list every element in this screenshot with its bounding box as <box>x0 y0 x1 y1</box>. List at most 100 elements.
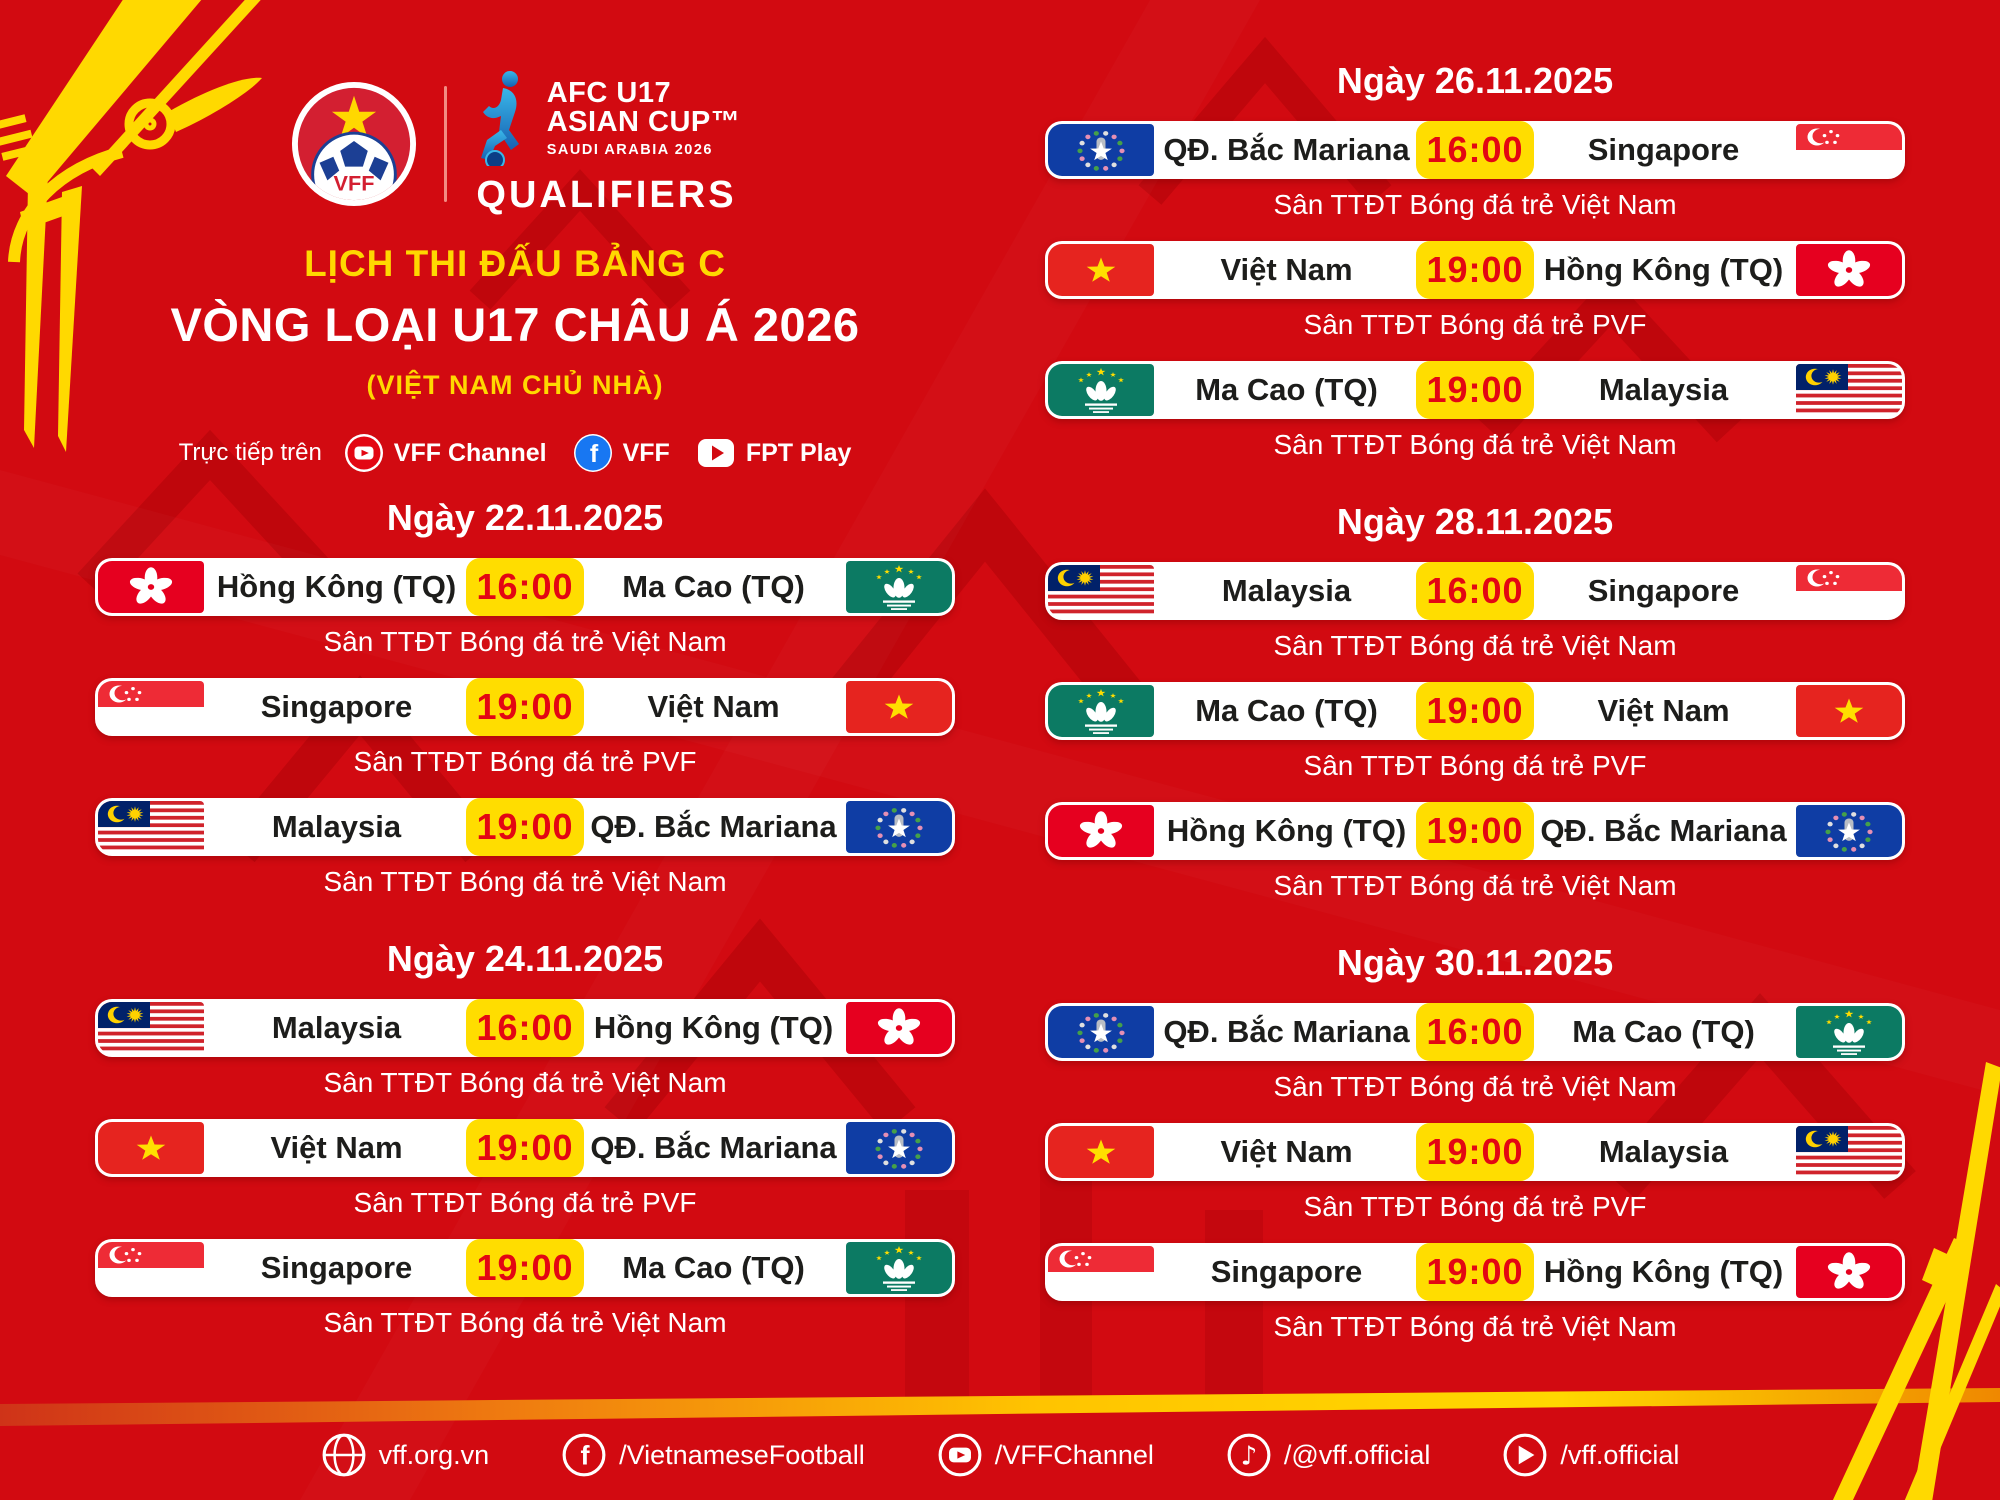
svg-text:♪: ♪ <box>1241 1441 1258 1471</box>
kickoff-time: 19:00 <box>1416 682 1534 740</box>
footer-social-item[interactable]: /VFFChannel <box>937 1432 1154 1478</box>
match: Malaysia 16:00 Hồng Kông (TQ) Sân TTĐT Bóng… <box>95 999 955 1099</box>
afc-title-line2: ASIAN CUP™ <box>546 106 741 139</box>
logo-divider <box>443 85 447 202</box>
match: Singapore 19:00 Việt Nam Sân TTĐT Bóng đá … <box>95 678 955 778</box>
venue-label: Sân TTĐT Bóng đá trẻ Việt Nam <box>1273 630 1677 661</box>
flag-vietnam-icon <box>1796 685 1902 737</box>
match-row: QĐ. Bắc Mariana 16:00 Ma Cao (TQ) <box>1045 1003 1905 1061</box>
home-team-name: Hồng Kông (TQ) <box>1166 813 1407 848</box>
kickoff-time: 19:00 <box>1416 241 1534 299</box>
away-team-name: QĐ. Bắc Mariana <box>590 809 837 844</box>
flag-singapore-icon <box>1796 124 1902 176</box>
broadcast-row: Trực tiếp trên VFF Channel f VFF FPT Play <box>100 433 930 473</box>
kickoff-time: 19:00 <box>466 678 584 736</box>
kickoff-time: 19:00 <box>1416 1243 1534 1301</box>
flag-vietnam-icon <box>98 1122 204 1174</box>
flag-singapore-icon <box>1048 1246 1154 1298</box>
away-team-name: Singapore <box>1587 573 1740 608</box>
afc-title-line1: AFC U17 <box>546 76 672 109</box>
kickoff-time: 19:00 <box>466 1239 584 1297</box>
venue-label: Sân TTĐT Bóng đá trẻ PVF <box>353 1187 697 1218</box>
match: Singapore 19:00 Hồng Kông (TQ) Sân TTĐT Bón… <box>1045 1243 1905 1343</box>
footer-social-item[interactable]: ♪ /@vff.official <box>1226 1432 1430 1478</box>
kickoff-time: 16:00 <box>1416 1003 1534 1061</box>
broadcast-label: Trực tiếp trên <box>178 439 322 466</box>
venue-label: Sân TTĐT Bóng đá trẻ Việt Nam <box>1273 1311 1677 1342</box>
venue-label: Sân TTĐT Bóng đá trẻ PVF <box>1303 1191 1647 1222</box>
match: Ma Cao (TQ) 19:00 Malaysia Sân TTĐT Bóng đ… <box>1045 361 1905 461</box>
footer-social-label: /vff.official <box>1560 1439 1680 1470</box>
kickoff-time: 19:00 <box>466 798 584 856</box>
day-section: Ngày 26.11.2025 QĐ. Bắc Mariana 16:00 Sing… <box>1045 60 1905 461</box>
flag-n-mariana-icon <box>1048 1006 1154 1058</box>
match: Malaysia 19:00 QĐ. Bắc Mariana Sân TTĐT Bó… <box>95 798 955 898</box>
match-row: QĐ. Bắc Mariana 16:00 Singapore <box>1045 121 1905 179</box>
away-team-name: Singapore <box>1587 132 1740 167</box>
match: QĐ. Bắc Mariana 16:00 Singapore Sân TTĐT B… <box>1045 121 1905 221</box>
flag-malaysia-icon <box>1796 364 1902 416</box>
home-team-name: Singapore <box>260 1250 413 1285</box>
venue-label: Sân TTĐT Bóng đá trẻ Việt Nam <box>323 1307 727 1338</box>
footer-social-label: /VietnameseFootball <box>619 1439 865 1470</box>
venue-label: Sân TTĐT Bóng đá trẻ Việt Nam <box>1273 1071 1677 1102</box>
match: Việt Nam 19:00 QĐ. Bắc Mariana Sân TTĐT Bó… <box>95 1119 955 1219</box>
flag-malaysia-icon <box>1796 1126 1902 1178</box>
play-icon <box>1502 1432 1548 1478</box>
match-row: Singapore 19:00 Ma Cao (TQ) <box>95 1239 955 1297</box>
match-row: Việt Nam 19:00 Hồng Kông (TQ) <box>1045 241 1905 299</box>
day-section: Ngày 28.11.2025 Malaysia 16:00 Singapore S… <box>1045 501 1905 902</box>
flag-singapore-icon <box>1796 565 1902 617</box>
day-section: Ngày 30.11.2025 QĐ. Bắc Mariana 16:00 Ma C… <box>1045 942 1905 1343</box>
home-team-name: Malaysia <box>1221 573 1352 608</box>
venue-label: Sân TTĐT Bóng đá trẻ PVF <box>353 746 697 777</box>
afc-qualifiers-label: QUALIFIERS <box>476 174 737 216</box>
home-team-name: Ma Cao (TQ) <box>1195 372 1378 407</box>
match: QĐ. Bắc Mariana 16:00 Ma Cao (TQ) Sân TTĐT… <box>1045 1003 1905 1103</box>
venue-label: Sân TTĐT Bóng đá trẻ PVF <box>1303 309 1647 340</box>
afc-title-line3: SAUDI ARABIA 2026 <box>546 141 713 158</box>
venue-label: Sân TTĐT Bóng đá trẻ Việt Nam <box>1273 870 1677 901</box>
away-team-name: Việt Nam <box>647 689 780 724</box>
flag-vietnam-icon <box>1048 244 1154 296</box>
home-team-name: Singapore <box>1210 1254 1363 1289</box>
footer-social-item[interactable]: vff.org.vn <box>321 1432 489 1478</box>
home-team-name: QĐ. Bắc Mariana <box>1163 1014 1410 1049</box>
kickoff-time: 16:00 <box>1416 562 1534 620</box>
match: Hồng Kông (TQ) 16:00 Ma Cao (TQ) Sân TTĐT … <box>95 558 955 658</box>
match-row: Malaysia 16:00 Singapore <box>1045 562 1905 620</box>
flag-malaysia-icon <box>1048 565 1154 617</box>
broadcast-channel-label: VFF <box>622 438 670 467</box>
match-row: Ma Cao (TQ) 19:00 Malaysia <box>1045 361 1905 419</box>
footer-social-label: /VFFChannel <box>994 1439 1154 1470</box>
match-row: Malaysia 19:00 QĐ. Bắc Mariana <box>95 798 955 856</box>
day-title: Ngày 30.11.2025 <box>1336 942 1614 983</box>
schedule-column-left: Ngày 22.11.2025 Hồng Kông (TQ) 16:00 Ma Cao… <box>95 497 955 1379</box>
tiktok-icon: ♪ <box>1226 1432 1272 1478</box>
home-team-name: Việt Nam <box>270 1130 403 1165</box>
match-row: Hồng Kông (TQ) 16:00 Ma Cao (TQ) <box>95 558 955 616</box>
kickoff-time: 16:00 <box>466 558 584 616</box>
vff-logo-icon: VFF <box>291 81 416 206</box>
kickoff-time: 19:00 <box>1416 802 1534 860</box>
away-team-name: Ma Cao (TQ) <box>1572 1014 1755 1049</box>
flag-n-mariana-icon <box>846 1122 952 1174</box>
away-team-name: Hồng Kông (TQ) <box>1543 1254 1784 1289</box>
poster-title-main: VÒNG LOẠI U17 CHÂU Á 2026 <box>170 298 860 351</box>
away-team-name: Ma Cao (TQ) <box>622 569 805 604</box>
flag-n-mariana-icon <box>1796 805 1902 857</box>
kickoff-time: 19:00 <box>1416 1123 1534 1181</box>
footer-social-item[interactable]: /vff.official <box>1502 1432 1679 1478</box>
day-title: Ngày 26.11.2025 <box>1336 60 1614 101</box>
away-team-name: Việt Nam <box>1597 693 1730 728</box>
youtube-icon <box>344 433 384 473</box>
flag-singapore-icon <box>98 1242 204 1294</box>
flag-n-mariana-icon <box>846 801 952 853</box>
venue-label: Sân TTĐT Bóng đá trẻ Việt Nam <box>1273 189 1677 220</box>
flag-hong-kong-icon <box>846 1002 952 1054</box>
home-team-name: Singapore <box>260 689 413 724</box>
footer-social-item[interactable]: f/VietnameseFootball <box>561 1432 865 1478</box>
home-team-name: Ma Cao (TQ) <box>1195 693 1378 728</box>
flag-hong-kong-icon <box>1048 805 1154 857</box>
logo-row: VFF <box>100 70 930 217</box>
